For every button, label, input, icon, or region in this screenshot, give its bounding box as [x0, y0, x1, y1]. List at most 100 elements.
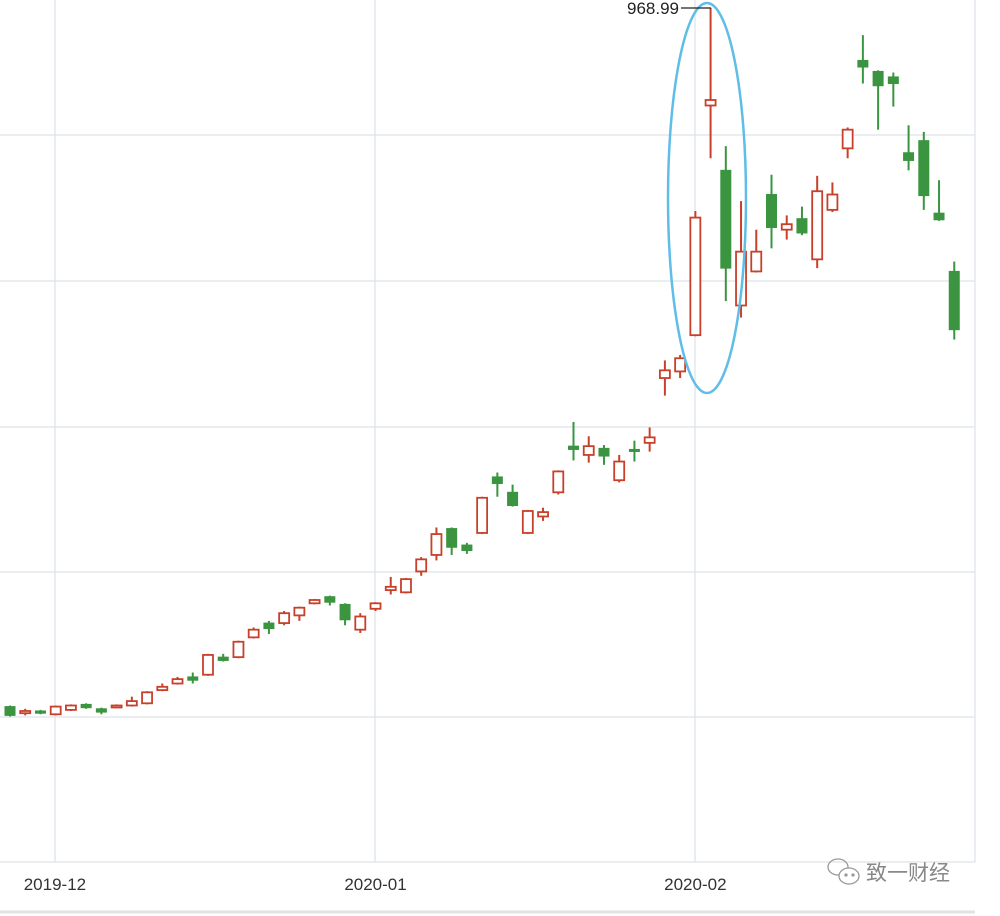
candle [446, 527, 458, 555]
candle-body [430, 533, 443, 556]
candle [293, 606, 306, 621]
candle [278, 610, 291, 626]
candle-body [65, 704, 77, 711]
candle-body [476, 496, 489, 534]
candle [658, 360, 671, 396]
candle-body [933, 212, 945, 221]
candle [568, 421, 580, 461]
candle-body [446, 528, 458, 548]
candle [537, 507, 549, 521]
candle [933, 180, 945, 221]
candle [187, 672, 199, 684]
candle-body [552, 470, 565, 494]
candle-body [903, 152, 915, 161]
candle [643, 427, 656, 452]
candle [521, 509, 534, 535]
candle [598, 445, 610, 465]
candle [826, 182, 839, 213]
candle-body [247, 628, 260, 639]
x-tick-label: 2020-01 [344, 875, 406, 894]
candle [324, 595, 336, 606]
grid-lines [0, 0, 976, 914]
candle [674, 354, 687, 379]
x-axis-ticks: 2019-12 2020-01 2020-02 [24, 875, 727, 894]
candle [369, 602, 382, 611]
candle [903, 125, 915, 171]
candle [171, 676, 184, 685]
candle-body [643, 436, 656, 444]
candle [766, 174, 777, 249]
candles [4, 7, 960, 717]
candle-body [156, 685, 169, 692]
candle-body [263, 622, 275, 630]
watermark-text: 致一财经 [866, 861, 950, 885]
candle [384, 576, 397, 595]
candle [720, 146, 732, 302]
candle-body [171, 678, 184, 685]
candle-body [704, 99, 717, 107]
candle-body [49, 705, 62, 716]
candle-body [735, 250, 747, 307]
candle [841, 127, 854, 159]
candle [110, 704, 123, 709]
candle [49, 705, 62, 716]
candle [689, 210, 702, 337]
candle-body [187, 676, 199, 681]
candle-body [658, 369, 671, 379]
candle [19, 708, 32, 716]
candle-body [948, 270, 960, 331]
candle-body [507, 491, 519, 506]
max-price-label: 968.99 [627, 0, 679, 18]
candle-body [400, 578, 412, 594]
candle-body [110, 704, 123, 709]
candle-body [354, 615, 367, 631]
candle-body [689, 216, 702, 337]
candle-body [34, 710, 46, 714]
candle [918, 131, 930, 210]
candle [476, 496, 489, 535]
candle [461, 542, 473, 554]
candle-body [613, 460, 626, 482]
candle-body [461, 544, 473, 552]
candle-body [384, 585, 397, 592]
candle [507, 484, 519, 507]
candle [628, 440, 640, 462]
candle-body [872, 70, 884, 87]
candle [857, 35, 869, 84]
candle [263, 620, 275, 635]
candle [948, 261, 960, 340]
candle-body [826, 193, 839, 211]
candle [704, 7, 717, 159]
candle [308, 598, 321, 605]
candle [582, 436, 595, 463]
candle-body [521, 510, 534, 534]
candle-body [369, 602, 382, 610]
candle [735, 201, 747, 318]
candle [750, 229, 763, 273]
candle-body [887, 76, 899, 85]
candle-body [720, 169, 732, 269]
candle-body [125, 700, 138, 707]
candle-body [537, 511, 549, 518]
candle-body [278, 612, 291, 624]
candle-body [628, 448, 640, 452]
candle [202, 653, 214, 676]
candle-body [857, 59, 869, 68]
candle-body [141, 691, 153, 705]
candle-body [232, 640, 245, 659]
candle [613, 454, 626, 483]
candle [125, 696, 138, 707]
candle-body [766, 194, 777, 228]
candle [232, 640, 245, 659]
candle [415, 557, 428, 576]
candle-body [491, 476, 503, 485]
candle [872, 70, 884, 130]
candle-body [841, 128, 854, 150]
highlight-ellipse [666, 1, 748, 395]
candle-body [415, 558, 428, 573]
candle-body [598, 447, 610, 457]
candle [247, 627, 260, 639]
candle [34, 709, 46, 715]
candle [156, 683, 169, 692]
